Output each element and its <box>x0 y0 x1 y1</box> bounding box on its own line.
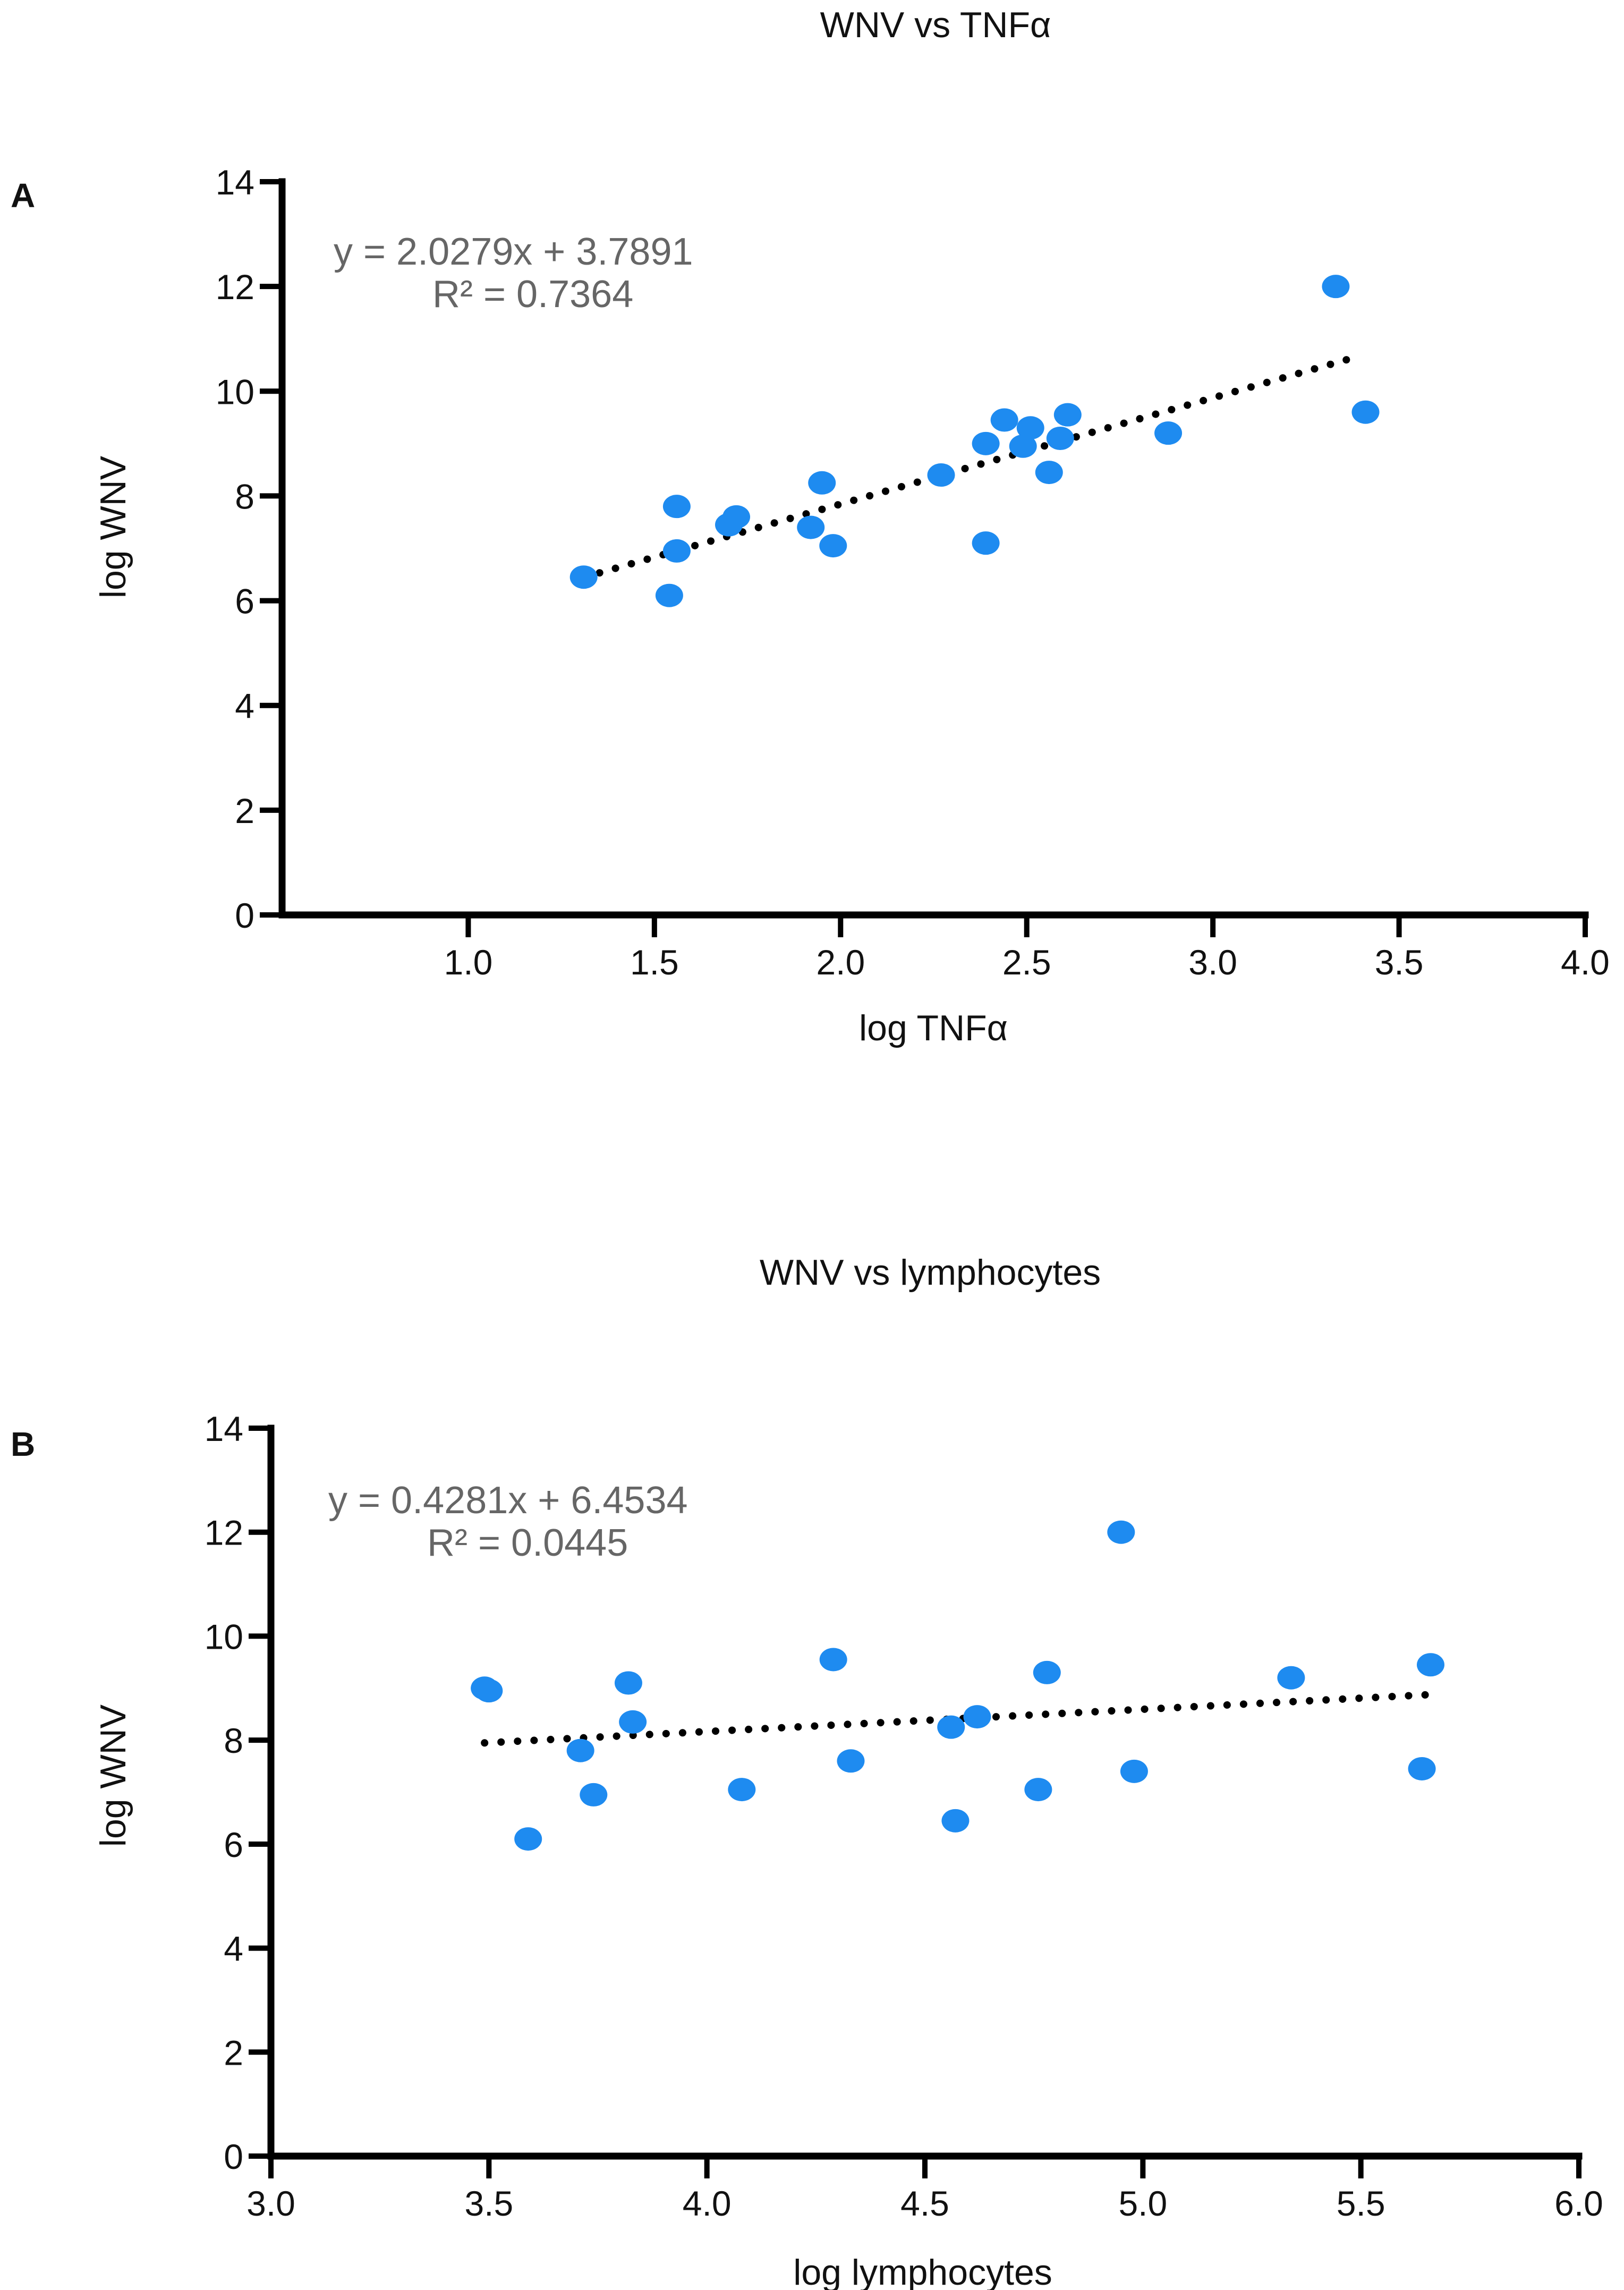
y-tick-label: 14 <box>205 1409 243 1448</box>
data-point <box>1351 400 1380 424</box>
data-point <box>1277 1666 1305 1690</box>
data-points <box>471 1520 1444 1851</box>
data-point <box>937 1715 965 1739</box>
data-point <box>1416 1653 1444 1677</box>
data-point <box>475 1679 503 1703</box>
data-point <box>728 1778 756 1802</box>
data-point <box>1322 275 1350 299</box>
data-point <box>655 583 683 607</box>
y-tick-label: 0 <box>224 2137 243 2176</box>
data-point <box>972 431 1000 455</box>
x-tick-label: 5.0 <box>1118 2184 1167 2223</box>
chart-title: WNV vs TNFα <box>820 5 1051 45</box>
trendline-r-squared: R² = 0.0445 <box>427 1522 628 1564</box>
data-point <box>941 1809 970 1833</box>
data-point <box>819 1648 847 1672</box>
data-point <box>569 565 598 589</box>
data-point <box>1009 434 1037 458</box>
panel-label: A <box>11 176 35 215</box>
panel-label: B <box>11 1425 35 1463</box>
x-tick-label: 3.5 <box>1375 943 1424 982</box>
trendline-dotted <box>580 353 1358 581</box>
y-tick-label: 14 <box>216 163 254 202</box>
data-point <box>619 1710 647 1734</box>
data-point <box>662 495 691 519</box>
trendline <box>580 353 1358 581</box>
x-tick-label: 6.0 <box>1554 2184 1603 2223</box>
data-point <box>1035 461 1063 485</box>
x-tick-label: 1.0 <box>444 943 493 982</box>
x-tick-label: 5.5 <box>1337 2184 1385 2223</box>
x-tick-label: 2.0 <box>816 943 865 982</box>
trendline-dotted <box>481 1691 1434 1747</box>
x-tick-label: 2.5 <box>1002 943 1051 982</box>
panel-a: WNV vs TNFα A y = 2.0279x + 3.7891 R² = … <box>11 5 1610 1048</box>
y-tick-label: 8 <box>235 477 254 516</box>
data-point <box>614 1671 642 1695</box>
trendline-r-squared: R² = 0.7364 <box>432 273 633 316</box>
data-point <box>797 515 825 539</box>
x-tick-label: 3.0 <box>246 2184 295 2223</box>
y-tick-label: 6 <box>235 582 254 621</box>
y-tick-label: 2 <box>224 2033 243 2072</box>
data-point <box>963 1705 991 1729</box>
panel-b: WNV vs lymphocytes B y = 0.4281x + 6.453… <box>11 1252 1603 2290</box>
data-point <box>837 1749 865 1773</box>
data-point <box>514 1827 542 1851</box>
x-tick-label: 3.5 <box>464 2184 513 2223</box>
x-axis-label: log lymphocytes <box>793 2252 1052 2290</box>
data-point <box>662 539 691 563</box>
data-point <box>1120 1759 1148 1783</box>
y-tick-label: 6 <box>224 1825 243 1864</box>
y-tick-label: 8 <box>224 1721 243 1760</box>
y-axis-label: log WNV <box>93 1704 133 1847</box>
data-point <box>722 505 751 529</box>
trendline <box>481 1691 1434 1747</box>
data-point <box>566 1738 594 1762</box>
trendline-equation: y = 0.4281x + 6.4534 <box>328 1479 688 1522</box>
x-tick-label: 1.5 <box>630 943 679 982</box>
y-tick-label: 4 <box>235 686 254 726</box>
chart-title: WNV vs lymphocytes <box>760 1252 1101 1293</box>
data-point <box>819 534 847 558</box>
y-tick-label: 2 <box>235 791 254 830</box>
x-axis-label: log TNFα <box>859 1008 1008 1048</box>
y-axis-label: log WNV <box>93 455 133 598</box>
trendline-equation: y = 2.0279x + 3.7891 <box>334 231 693 273</box>
data-point <box>1107 1520 1135 1544</box>
data-point <box>580 1783 608 1806</box>
x-tick-label: 3.0 <box>1188 943 1237 982</box>
y-tick-label: 12 <box>205 1513 243 1553</box>
y-tick-label: 10 <box>205 1617 243 1656</box>
data-point <box>972 531 1000 555</box>
x-tick-label: 4.5 <box>900 2184 949 2223</box>
data-point <box>1046 427 1074 450</box>
axes: 0 2 4 6 8 10 12 14 3.0 3.5 4.0 4.5 5.0 5.5 6.0 <box>205 1409 1603 2223</box>
x-tick-label: 4.0 <box>683 2184 732 2223</box>
data-point <box>808 471 836 495</box>
y-tick-label: 0 <box>235 896 254 935</box>
y-tick-label: 10 <box>216 372 254 411</box>
data-point <box>1024 1778 1052 1802</box>
data-points <box>569 275 1380 607</box>
data-point <box>1053 403 1082 427</box>
x-tick-label: 4.0 <box>1561 943 1610 982</box>
data-point <box>990 408 1018 432</box>
data-point <box>1033 1660 1061 1684</box>
data-point <box>1408 1757 1436 1780</box>
data-point <box>1016 416 1044 440</box>
y-tick-label: 12 <box>216 267 254 307</box>
y-tick-label: 4 <box>224 1929 243 1969</box>
data-point <box>1154 421 1183 445</box>
axes: 0 2 4 6 8 10 12 14 1.0 1.5 2.0 2.5 3.0 3.5 4.0 <box>216 163 1610 982</box>
data-point <box>927 463 955 487</box>
